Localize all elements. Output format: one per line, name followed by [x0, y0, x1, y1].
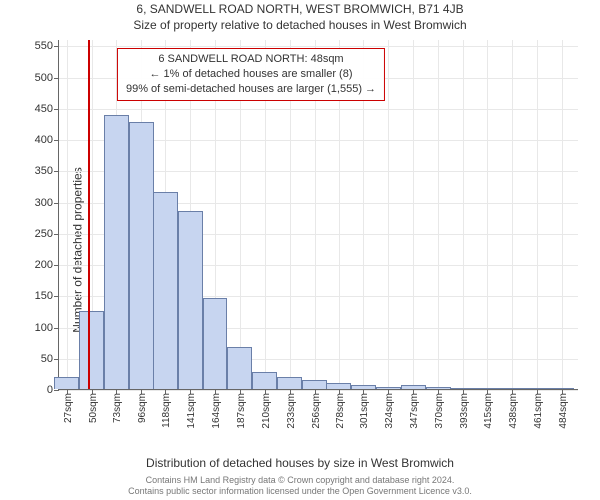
annotation-line-2: ← 1% of detached houses are smaller (8) [126, 67, 376, 82]
axes: 05010015020025030035040045050055027sqm50… [58, 40, 578, 390]
xtick-label: 370sqm [434, 393, 445, 429]
xtick-label: 210sqm [261, 393, 272, 429]
xtick-label: 415sqm [483, 393, 494, 429]
attribution-footer: Contains HM Land Registry data © Crown c… [0, 475, 600, 498]
xtick-label: 393sqm [459, 393, 470, 429]
histogram-bar [252, 372, 277, 390]
ytick-label: 350 [35, 165, 59, 177]
histogram-bar [326, 383, 351, 389]
xtick-label: 256sqm [311, 393, 322, 429]
histogram-bar [376, 387, 401, 390]
histogram-bar [302, 380, 327, 389]
gridline-h [59, 109, 578, 110]
xtick-label: 233sqm [286, 393, 297, 429]
ytick-label: 300 [35, 197, 59, 209]
ytick-label: 250 [35, 228, 59, 240]
histogram-bar [79, 311, 104, 389]
gridline-v [562, 40, 563, 389]
ytick-label: 450 [35, 103, 59, 115]
histogram-bar [474, 388, 499, 389]
xtick-label: 438sqm [508, 393, 519, 429]
histogram-bar [227, 347, 252, 390]
histogram-bar [499, 388, 524, 389]
ytick-label: 200 [35, 259, 59, 271]
gridline-h [59, 390, 578, 391]
histogram-bar [549, 388, 574, 389]
histogram-bar [277, 377, 302, 390]
xtick-label: 164sqm [211, 393, 222, 429]
title-main: 6, SANDWELL ROAD NORTH, WEST BROMWICH, B… [0, 2, 600, 16]
xtick-label: 73sqm [112, 393, 123, 423]
ytick-label: 400 [35, 134, 59, 146]
x-axis-label: Distribution of detached houses by size … [0, 456, 600, 470]
ytick-label: 550 [35, 40, 59, 52]
xtick-label: 278sqm [335, 393, 346, 429]
histogram-bar [203, 298, 228, 389]
xtick-label: 141sqm [186, 393, 197, 429]
figure: 6, SANDWELL ROAD NORTH, WEST BROMWICH, B… [0, 0, 600, 500]
xtick-label: 324sqm [384, 393, 395, 429]
xtick-label: 461sqm [533, 393, 544, 429]
histogram-bar [351, 385, 376, 389]
ytick-label: 500 [35, 72, 59, 84]
xtick-label: 50sqm [88, 393, 99, 423]
title-sub: Size of property relative to detached ho… [0, 18, 600, 32]
plot-area: 05010015020025030035040045050055027sqm50… [58, 40, 578, 390]
ytick-label: 100 [35, 322, 59, 334]
xtick-label: 96sqm [137, 393, 148, 423]
gridline-v [413, 40, 414, 389]
gridline-v [388, 40, 389, 389]
xtick-label: 187sqm [236, 393, 247, 429]
annotation-line-1: 6 SANDWELL ROAD NORTH: 48sqm [126, 52, 376, 67]
gridline-v [438, 40, 439, 389]
ytick-label: 150 [35, 290, 59, 302]
xtick-label: 301sqm [359, 393, 370, 429]
histogram-bar [524, 388, 549, 389]
xtick-label: 484sqm [558, 393, 569, 429]
histogram-bar [401, 385, 426, 389]
gridline-v [512, 40, 513, 389]
gridline-v [487, 40, 488, 389]
gridline-v [537, 40, 538, 389]
footer-line-2: Contains public sector information licen… [0, 486, 600, 497]
histogram-bar [54, 377, 79, 390]
histogram-bar [178, 211, 203, 389]
xtick-label: 347sqm [409, 393, 420, 429]
ytick-label: 50 [41, 353, 59, 365]
annotation-line-3: 99% of semi-detached houses are larger (… [126, 82, 376, 97]
footer-line-1: Contains HM Land Registry data © Crown c… [0, 475, 600, 486]
histogram-bar [451, 388, 476, 389]
gridline-v [67, 40, 68, 389]
reference-line [88, 40, 90, 389]
histogram-bar [426, 387, 451, 389]
gridline-v [463, 40, 464, 389]
histogram-bar [153, 192, 178, 389]
annotation-box: 6 SANDWELL ROAD NORTH: 48sqm← 1% of deta… [117, 48, 385, 101]
xtick-label: 27sqm [63, 393, 74, 423]
xtick-label: 118sqm [161, 393, 172, 428]
histogram-bar [104, 115, 129, 389]
histogram-bar [129, 122, 154, 390]
